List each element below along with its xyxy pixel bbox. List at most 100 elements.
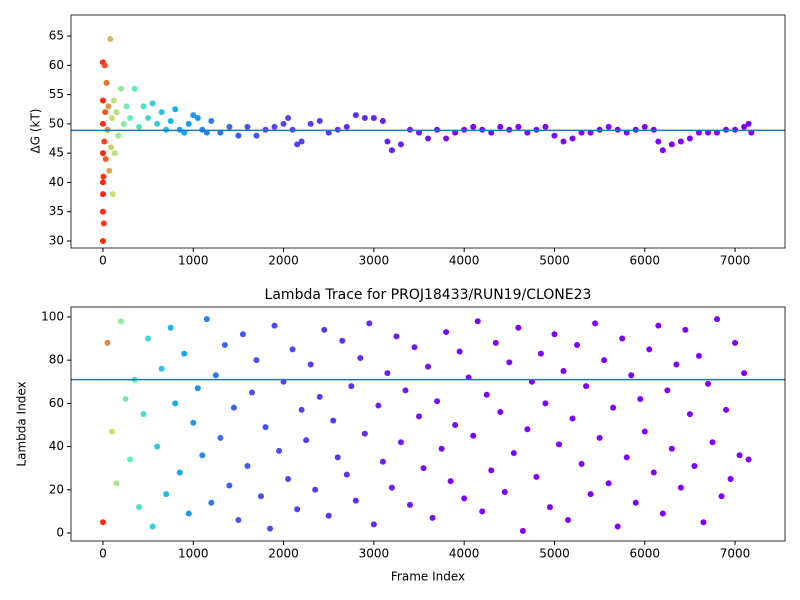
point: [343, 123, 350, 130]
point: [226, 482, 233, 489]
point: [592, 320, 599, 327]
point: [235, 132, 242, 139]
point: [393, 333, 400, 340]
point: [610, 404, 617, 411]
point: [102, 156, 109, 163]
point: [194, 115, 201, 122]
point: [110, 97, 117, 104]
point: [537, 350, 544, 357]
y-tick-label: 0: [56, 526, 64, 540]
point: [492, 339, 499, 346]
point: [140, 103, 147, 110]
point: [452, 129, 459, 136]
y-tick-label: 65: [49, 29, 64, 43]
point: [443, 135, 450, 142]
point: [601, 357, 608, 364]
point: [99, 191, 106, 198]
point: [641, 123, 648, 130]
x-axis-title: Frame Index: [391, 570, 465, 584]
point: [397, 141, 404, 148]
point: [416, 129, 423, 136]
point: [497, 409, 504, 416]
point: [154, 120, 161, 127]
point: [416, 413, 423, 420]
point: [646, 346, 653, 353]
x-tick-label: 0: [99, 254, 107, 268]
point: [714, 316, 721, 323]
x-tick-label: 0: [99, 547, 107, 561]
point: [307, 120, 314, 127]
point: [691, 463, 698, 470]
point: [659, 510, 666, 517]
point: [253, 357, 260, 364]
point: [736, 452, 743, 459]
point: [732, 339, 739, 346]
point: [99, 120, 106, 127]
point: [103, 79, 110, 86]
point: [257, 493, 264, 500]
y-axis-title: ΔG (kT): [29, 109, 43, 154]
plot-frame: [70, 306, 786, 542]
point: [123, 103, 130, 110]
point: [235, 517, 242, 524]
point: [99, 97, 106, 104]
point: [569, 135, 576, 142]
point: [122, 396, 129, 403]
y-tick-label: 80: [49, 353, 64, 367]
point: [267, 525, 274, 532]
point: [100, 173, 107, 180]
point: [677, 138, 684, 145]
point: [113, 480, 120, 487]
point: [614, 523, 621, 530]
point: [542, 123, 549, 130]
point: [745, 456, 752, 463]
point: [704, 129, 711, 136]
point: [379, 458, 386, 465]
point: [307, 361, 314, 368]
x-tick-label: 3000: [359, 254, 390, 268]
point: [375, 402, 382, 409]
point: [131, 85, 138, 92]
point: [109, 191, 116, 198]
point: [100, 220, 107, 227]
x-tick-label: 1000: [178, 547, 209, 561]
point: [641, 428, 648, 435]
point: [217, 129, 224, 136]
point: [748, 129, 755, 136]
point: [596, 434, 603, 441]
y-axis-title: Lambda Index: [15, 381, 29, 466]
point: [700, 519, 707, 526]
point: [542, 400, 549, 407]
point: [695, 129, 702, 136]
point: [99, 179, 106, 186]
point: [303, 437, 310, 444]
point: [285, 115, 292, 122]
point: [105, 103, 112, 110]
point: [578, 460, 585, 467]
point: [99, 150, 106, 157]
point: [447, 478, 454, 485]
point: [668, 141, 675, 148]
point: [298, 406, 305, 413]
point: [555, 441, 562, 448]
y-tick-label: 50: [49, 116, 64, 130]
point: [470, 432, 477, 439]
point: [149, 523, 156, 530]
x-tick-label: 7000: [720, 254, 751, 268]
point: [655, 322, 662, 329]
point: [569, 415, 576, 422]
point: [140, 411, 147, 418]
x-tick-label: 4000: [449, 254, 480, 268]
point: [113, 109, 120, 116]
point: [111, 150, 118, 157]
point: [136, 504, 143, 511]
point: [397, 439, 404, 446]
point: [106, 167, 113, 174]
point: [587, 129, 594, 136]
point: [461, 495, 468, 502]
point: [565, 517, 572, 524]
point: [108, 144, 115, 151]
y-tick-label: 20: [49, 482, 64, 496]
point: [727, 475, 734, 482]
